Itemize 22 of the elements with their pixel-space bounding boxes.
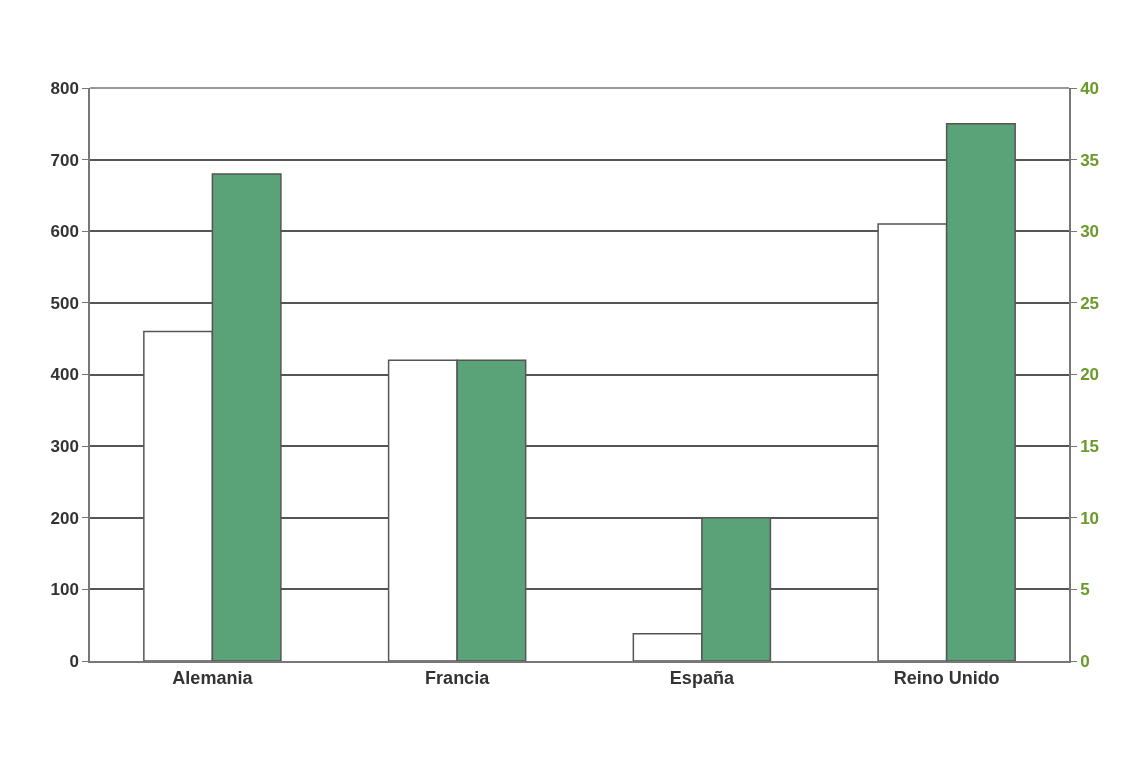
y2-tick-label: 35 xyxy=(1080,150,1100,170)
y-tick-label: 100 xyxy=(50,580,79,600)
x-tick-label: España xyxy=(669,668,735,689)
y-tick-label: 600 xyxy=(50,222,79,242)
y-tick-label: 700 xyxy=(50,150,79,170)
y2-tick-label: 5 xyxy=(1080,580,1090,600)
y-tick-label: 400 xyxy=(50,365,79,385)
x-tick-label: Alemania xyxy=(172,668,254,689)
y2-tick-label: 0 xyxy=(1080,651,1090,671)
y-tick-label: 200 xyxy=(50,508,79,528)
y-tick-label: 300 xyxy=(50,437,79,457)
y2-tick-label: 10 xyxy=(1080,508,1100,528)
y-tick-label: 500 xyxy=(50,293,79,313)
y-tick-label: 0 xyxy=(69,651,79,671)
y-tick-label: 800 xyxy=(50,78,79,98)
x-tick-label: Reino Unido xyxy=(893,668,1000,689)
y2-tick-label: 15 xyxy=(1080,437,1100,457)
x-tick-label: Francia xyxy=(425,668,491,689)
y2-tick-label: 20 xyxy=(1080,365,1100,385)
y2-tick-label: 30 xyxy=(1080,222,1100,242)
y2-tick-label: 40 xyxy=(1080,78,1100,98)
y2-tick-label: 25 xyxy=(1080,293,1100,313)
